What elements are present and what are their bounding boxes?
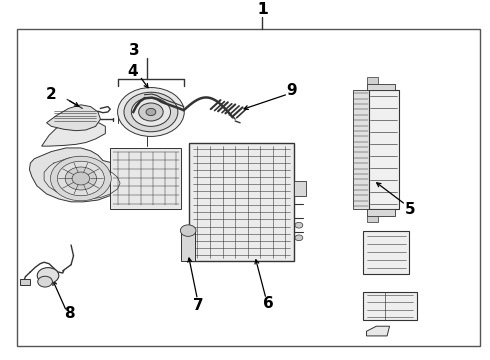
Text: 6: 6	[263, 296, 274, 311]
Polygon shape	[110, 148, 181, 209]
Text: 1: 1	[257, 2, 268, 17]
Bar	[367, 84, 394, 90]
Bar	[17, 29, 480, 346]
Text: 9: 9	[286, 83, 297, 98]
Text: 1: 1	[257, 2, 268, 17]
Text: 2: 2	[46, 87, 57, 102]
Bar	[353, 90, 369, 209]
Polygon shape	[42, 120, 105, 146]
Bar	[369, 90, 399, 209]
Circle shape	[50, 156, 111, 201]
Bar	[363, 292, 416, 320]
Circle shape	[38, 276, 52, 287]
Circle shape	[124, 92, 178, 132]
Polygon shape	[47, 105, 100, 131]
Text: 3: 3	[129, 43, 140, 58]
Circle shape	[37, 267, 59, 283]
Circle shape	[72, 172, 90, 185]
Text: 4: 4	[127, 64, 138, 79]
Bar	[367, 216, 378, 222]
Bar	[367, 209, 394, 216]
Circle shape	[57, 161, 104, 196]
Bar	[367, 77, 378, 84]
Bar	[363, 231, 409, 274]
Text: 7: 7	[193, 298, 204, 313]
Bar	[20, 279, 30, 284]
Circle shape	[131, 98, 171, 126]
Circle shape	[180, 225, 196, 237]
Text: 5: 5	[405, 202, 416, 216]
Polygon shape	[367, 326, 390, 336]
Text: 8: 8	[64, 306, 75, 321]
Circle shape	[65, 167, 97, 190]
Circle shape	[146, 108, 156, 116]
Bar	[181, 231, 195, 261]
Polygon shape	[294, 180, 306, 196]
Circle shape	[139, 103, 163, 121]
Bar	[189, 143, 294, 261]
Circle shape	[295, 222, 303, 228]
Circle shape	[295, 235, 303, 241]
Circle shape	[118, 87, 184, 136]
Polygon shape	[29, 148, 142, 202]
